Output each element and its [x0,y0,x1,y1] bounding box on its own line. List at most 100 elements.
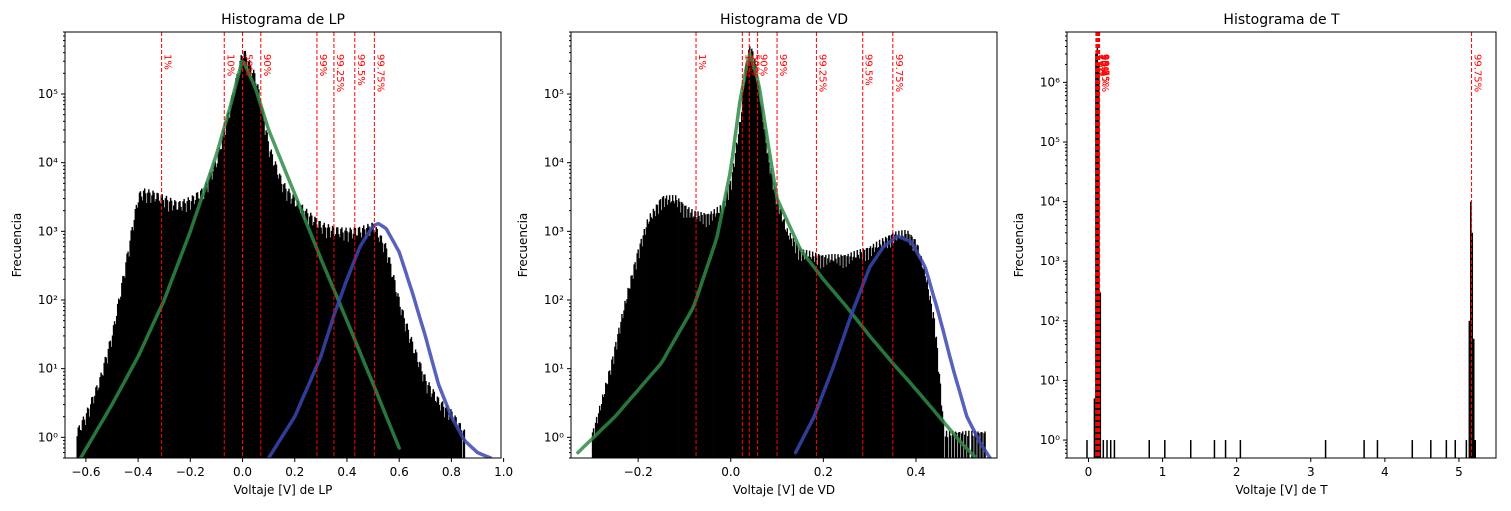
histogram-bar [457,429,459,458]
histogram-bar [876,248,879,458]
histogram-bar [132,230,134,458]
histogram-bar [884,236,887,458]
histogram-bar [764,129,766,458]
histogram-bar [267,141,269,458]
histogram-bar [336,227,338,458]
histogram-bar [611,359,613,458]
histogram-bar [148,189,150,458]
histogram-bar [1239,440,1242,458]
histogram-bar [163,207,166,458]
histogram-bar [203,199,205,458]
histogram-bar [838,257,840,458]
histogram-bar [1093,398,1096,458]
histogram-bar [115,316,118,458]
histogram-bar [322,224,324,458]
histogram-bar [920,255,922,458]
histogram-bar [881,238,884,458]
histogram-bar [930,303,933,458]
histogram-bar [916,244,918,458]
histogram-bar [103,362,105,458]
histogram-bar [895,231,897,458]
histogram-bar [854,257,856,458]
histogram-bar [155,198,157,458]
histogram-bar [688,207,690,458]
histogram-bar [140,196,143,458]
histogram-bar [408,342,411,458]
histogram-bar [306,213,309,458]
histogram-bar [76,436,78,458]
histogram-bar [159,203,161,458]
histogram-bar [143,188,146,458]
histogram-bar [814,252,817,458]
histogram-bar [957,432,960,458]
histogram-bar [192,196,195,458]
histogram-bar [217,152,220,458]
histogram-bar [967,436,969,458]
histogram-bar [386,262,389,458]
histogram-bar [866,247,869,458]
histogram-bar [367,223,369,458]
histogram-bar [388,257,391,458]
histogram-bar [183,198,185,458]
histogram-bar [806,258,809,458]
histogram-bar [830,259,832,458]
histogram-bar [244,50,247,458]
histogram-bar [114,324,117,458]
histogram-bar [303,219,306,458]
histogram-bar [83,419,86,458]
histogram-bar [1376,440,1379,458]
histogram-bar [781,221,783,458]
histogram-bar [342,232,344,458]
histogram-bar [233,96,235,458]
histogram-bar [327,224,330,458]
histogram-bar [592,428,595,458]
x-axis-label: Voltaje [V] de T [1235,483,1328,497]
histogram-bar [867,259,870,458]
histogram-bar [936,348,939,458]
histogram-bar [1109,440,1112,458]
histogram-bar [391,277,393,458]
histogram-bar [458,422,460,458]
histogram-bar [142,190,145,458]
percentile-label: 99.5% [355,54,366,86]
histogram-bar [422,381,424,458]
histogram-bar [100,372,102,458]
histogram-bar [337,227,339,458]
histogram-bar [708,224,710,458]
histogram-bar [888,235,890,458]
histogram-bar [925,282,927,458]
histogram-bar [333,235,336,458]
histogram-bar [204,187,206,458]
x-tick-label: 1.0 [494,465,513,479]
histogram-bar [450,409,452,458]
histogram-bar [797,259,800,458]
histogram-bar [235,77,237,458]
histogram-bar [225,120,228,458]
y-axis-label: Frecuencia [10,213,24,278]
histogram-bar [169,197,172,458]
histogram-bar [891,234,893,458]
histogram-bar [456,425,458,458]
y-tick-label: 10⁰ [38,430,58,444]
histogram-bar [381,242,384,458]
histogram-bar [824,257,826,458]
histogram-bar [812,256,815,458]
histogram-bar [605,382,607,458]
histogram-bar [739,122,742,458]
histogram-bar [116,303,119,458]
x-tick-label: 0.0 [721,465,740,479]
histogram-bar [711,220,713,458]
histogram-bar [276,174,279,458]
histogram-bar [783,218,785,458]
histogram-bar [277,178,280,458]
histogram-bar [319,221,321,458]
histogram-bar [1324,440,1327,458]
histogram-bar [630,275,632,458]
histogram-bar [645,227,648,458]
histogram-bar [849,256,851,458]
histogram-bar [1465,440,1468,458]
histogram-bar [425,380,427,458]
histogram-bar [792,237,795,458]
histogram-bar [625,303,627,458]
histogram-bar [243,51,246,458]
